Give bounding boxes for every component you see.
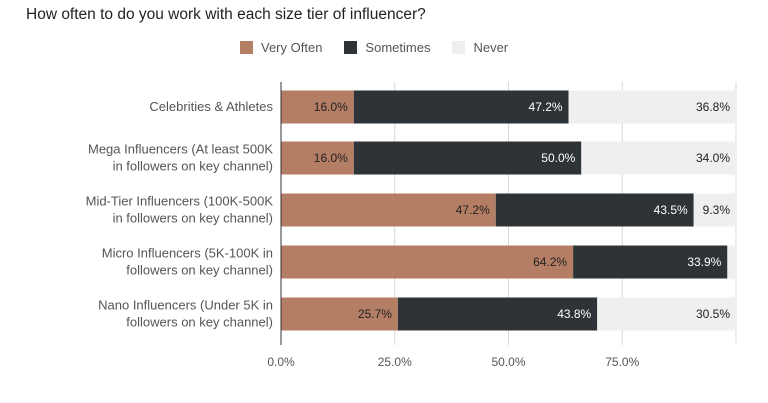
x-tick-label: 50.0%	[491, 355, 525, 369]
category-label: followers on key channel)	[126, 263, 273, 278]
category-labels: Celebrities & Athletes Mega Influencers (…	[86, 99, 274, 330]
category-label: Mid-Tier Influencers (100K-500K	[86, 194, 274, 209]
legend-label: Very Often	[261, 40, 323, 55]
category-label: Nano Influencers (Under 5K in	[98, 298, 273, 313]
legend-item: Sometimes	[344, 40, 430, 55]
data-label: 25.7%	[358, 307, 392, 321]
bar-segment	[727, 245, 736, 279]
x-tick-label: 75.0%	[605, 355, 639, 369]
legend-swatch	[452, 41, 466, 54]
x-tick-label: 0.0%	[267, 355, 295, 369]
chart-title: How often to do you work with each size …	[26, 6, 426, 23]
category-label: in followers on key channel)	[113, 211, 273, 226]
data-label: 30.5%	[696, 307, 730, 321]
legend-item: Never	[452, 40, 508, 55]
legend-swatch	[240, 41, 253, 54]
data-label: 16.0%	[314, 100, 348, 114]
bar-segment	[573, 245, 728, 279]
bar-segment	[281, 297, 398, 331]
category-label: Micro Influencers (5K-100K in	[102, 246, 273, 261]
bar-segment	[353, 141, 582, 175]
bar-segment	[397, 297, 598, 331]
bar-segment	[597, 297, 736, 331]
data-label: 47.2%	[456, 203, 490, 217]
data-label: 43.8%	[557, 307, 591, 321]
data-label: 33.9%	[687, 255, 721, 269]
bar-segment	[281, 90, 354, 124]
legend-item: Very Often	[240, 40, 322, 55]
bar-segment	[581, 141, 736, 175]
legend-label: Never	[473, 40, 509, 55]
data-label: 64.2%	[533, 255, 567, 269]
data-label: 9.3%	[703, 203, 731, 217]
category-label: in followers on key channel)	[113, 159, 273, 174]
category-label: Celebrities & Athletes	[149, 99, 273, 114]
category-label: Mega Influencers (At least 500K	[88, 142, 273, 157]
bar-segment	[353, 90, 569, 124]
legend: Very Often Sometimes Never	[240, 40, 508, 55]
data-label: 50.0%	[541, 151, 575, 165]
bars: 16.0% 47.2% 36.8% 16.0% 50.0% 34.0% 47.2% 43.5%…	[281, 90, 736, 331]
x-tick-label: 25.0%	[378, 355, 412, 369]
data-label: 36.8%	[696, 100, 730, 114]
legend-label: Sometimes	[365, 40, 431, 55]
bar-segment	[281, 245, 574, 279]
data-label: 16.0%	[314, 151, 348, 165]
category-label: followers on key channel)	[126, 315, 273, 330]
x-tick-labels: 0.0% 25.0% 50.0% 75.0%	[267, 355, 639, 369]
bar-segment	[281, 141, 354, 175]
bar-segment	[693, 193, 736, 227]
legend-swatch	[344, 41, 358, 54]
bar-segment	[495, 193, 694, 227]
data-label: 47.2%	[529, 100, 563, 114]
data-label: 43.5%	[654, 203, 688, 217]
bar-segment	[281, 193, 496, 227]
bar-segment	[568, 90, 736, 124]
data-label: 34.0%	[696, 151, 730, 165]
